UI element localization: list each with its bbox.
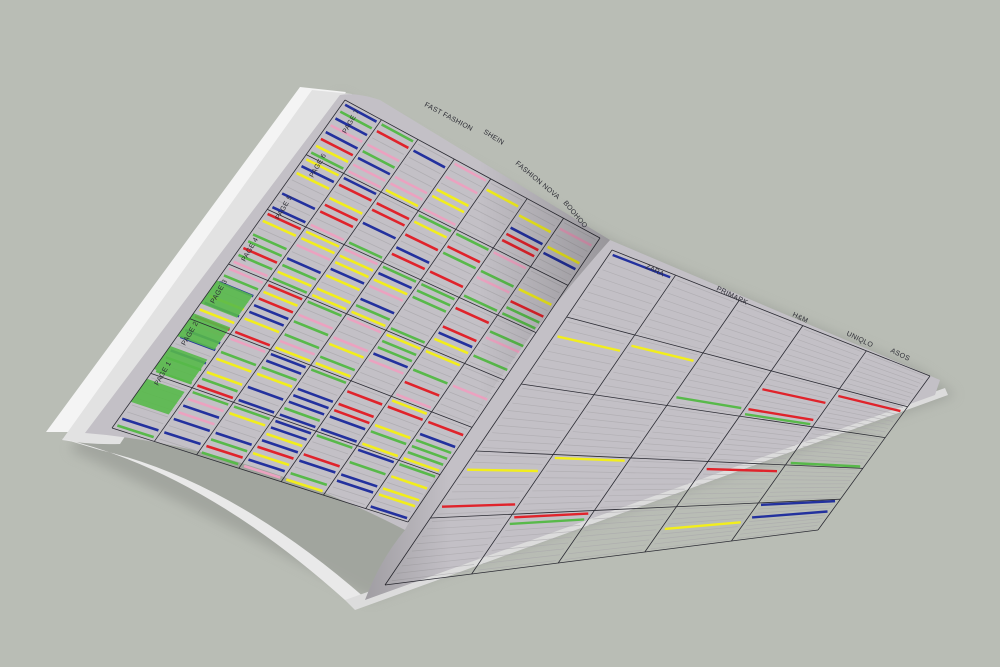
- data-stripe: [740, 525, 818, 535]
- data-stripe: [799, 450, 868, 457]
- data-stripe: [769, 490, 843, 493]
- data-stripe: [671, 513, 747, 520]
- data-stripe: [685, 496, 759, 500]
- data-stripe: [746, 518, 823, 527]
- data-stripe: [478, 560, 556, 571]
- data-stripe: [805, 441, 873, 450]
- data-stripe: [784, 471, 856, 474]
- data-stripe: [657, 530, 735, 540]
- data-stripe: [749, 514, 826, 522]
- data-stripe: [778, 479, 851, 481]
- gutter-shadow-left: [85, 94, 610, 530]
- data-stripe: [482, 554, 560, 564]
- data-stripe: [760, 499, 836, 507]
- data-stripe: [808, 437, 876, 447]
- data-stripe: [755, 507, 831, 514]
- data-stripe: [650, 539, 729, 550]
- gutter-shadow-right: [365, 240, 940, 600]
- data-stripe: [802, 445, 871, 453]
- data-stripe: [763, 497, 838, 502]
- data-stripe: [781, 475, 853, 478]
- data-stripe: [675, 509, 750, 515]
- data-stripe: [568, 544, 646, 555]
- label-shein: SHEIN: [482, 129, 505, 147]
- page-stack-bottom: [60, 438, 365, 600]
- data-stripe: [793, 458, 863, 464]
- data-stripe: [592, 514, 668, 520]
- data-stripe: [796, 454, 866, 460]
- data-stripe: [584, 524, 660, 531]
- data-stripe: [487, 548, 565, 558]
- data-stripe: [243, 464, 281, 479]
- data-stripe: [654, 534, 732, 545]
- data-stripe: [580, 529, 657, 537]
- data-stripe: [787, 466, 858, 471]
- data-stripe: [751, 510, 828, 519]
- data-stripe: [743, 521, 820, 531]
- label-fast-fashion: FAST FASHION: [423, 102, 474, 133]
- data-stripe: [790, 461, 861, 468]
- grid-line: [384, 529, 819, 586]
- data-stripe: [572, 539, 650, 549]
- data-stripe: [766, 493, 841, 497]
- data-stripe: [668, 517, 744, 525]
- data-stripe: [703, 473, 774, 476]
- data-stripe: [689, 492, 762, 495]
- data-stripe: [596, 509, 671, 514]
- data-stripe: [664, 521, 741, 531]
- data-stripe: [772, 486, 846, 489]
- data-stripe: [737, 528, 815, 539]
- data-stripe: [564, 549, 643, 560]
- data-stripe: [588, 519, 664, 526]
- data-stripe: [201, 451, 239, 466]
- data-stripe: [692, 487, 765, 490]
- data-stripe: [678, 504, 753, 510]
- data-stripe: [576, 534, 653, 543]
- data-stripe: [661, 526, 738, 535]
- data-stripe: [758, 504, 833, 510]
- data-stripe: [682, 500, 756, 505]
- data-stripe: [699, 478, 771, 481]
